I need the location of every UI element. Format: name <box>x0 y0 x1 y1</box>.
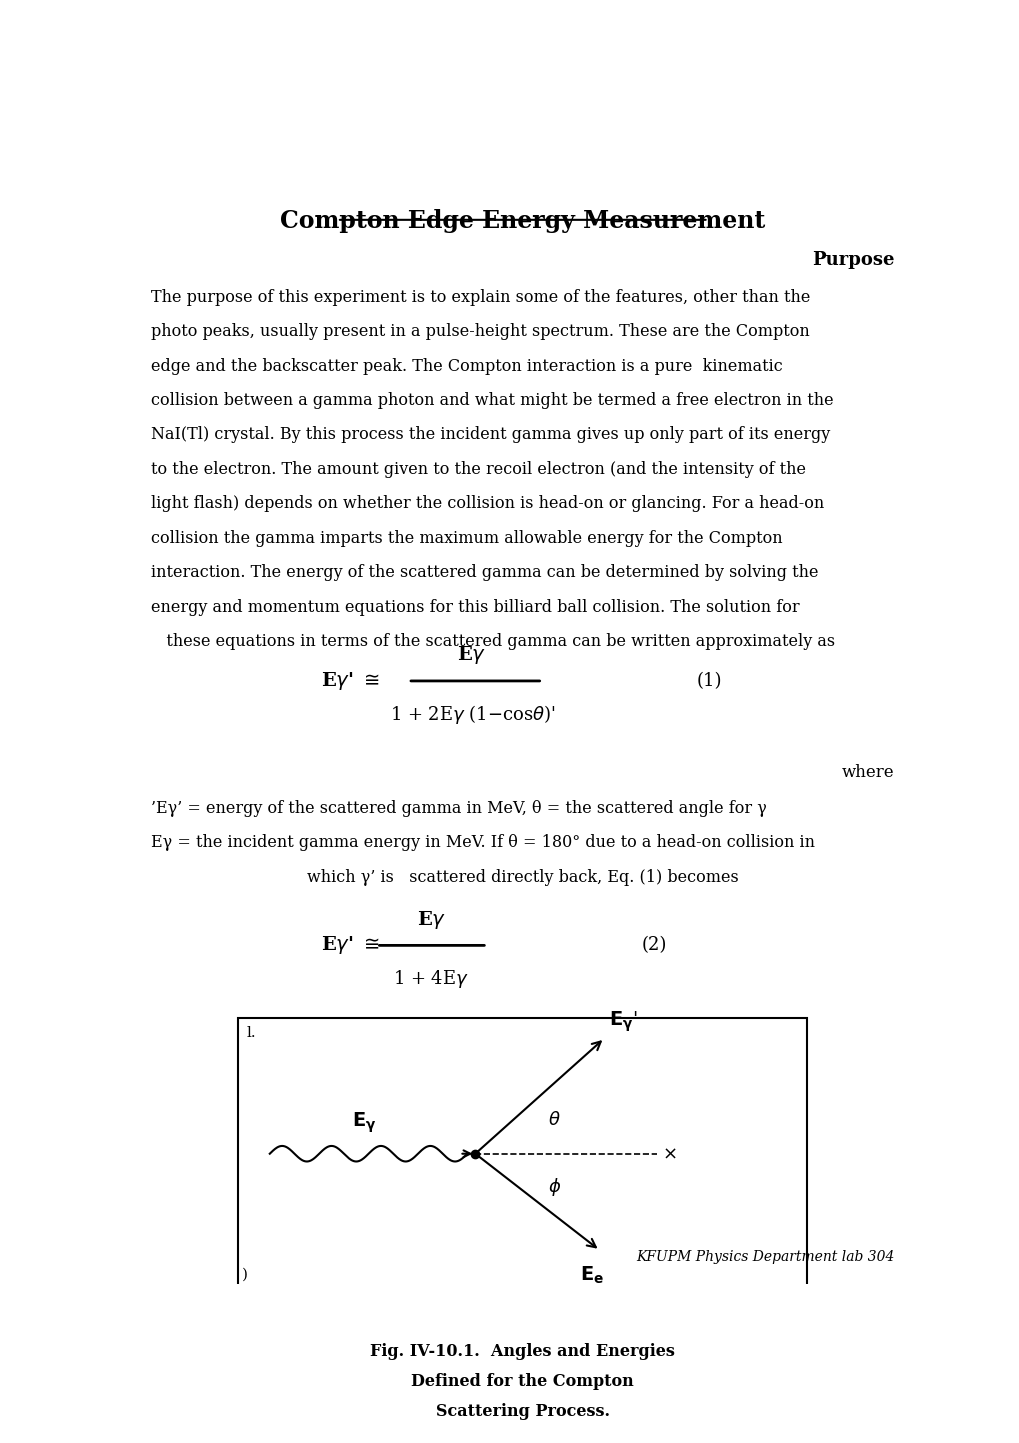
Text: (2): (2) <box>641 937 666 954</box>
Text: The purpose of this experiment is to explain some of the features, other than th: The purpose of this experiment is to exp… <box>151 289 810 306</box>
Text: E$\gamma$: E$\gamma$ <box>417 909 446 931</box>
Text: light flash) depends on whether the collision is head-on or glancing. For a head: light flash) depends on whether the coll… <box>151 495 823 512</box>
Text: Compton Edge Energy Measurement: Compton Edge Energy Measurement <box>280 209 764 232</box>
Text: $\theta$: $\theta$ <box>547 1111 560 1130</box>
Text: l.: l. <box>246 1026 256 1040</box>
Text: $\phi$: $\phi$ <box>547 1176 560 1198</box>
Text: energy and momentum equations for this billiard ball collision. The solution for: energy and momentum equations for this b… <box>151 599 799 616</box>
Text: E$\gamma$' $\cong$: E$\gamma$' $\cong$ <box>321 670 380 693</box>
Text: 1 + 4E$\gamma$: 1 + 4E$\gamma$ <box>392 968 469 990</box>
Text: collision the gamma imparts the maximum allowable energy for the Compton: collision the gamma imparts the maximum … <box>151 530 782 547</box>
Text: edge and the backscatter peak. The Compton interaction is a pure  kinematic: edge and the backscatter peak. The Compt… <box>151 358 783 375</box>
Text: ): ) <box>242 1267 248 1281</box>
Text: $\mathbf{E_\gamma}$: $\mathbf{E_\gamma}$ <box>352 1110 377 1134</box>
Text: $\mathbf{E_\gamma}$': $\mathbf{E_\gamma}$' <box>608 1009 637 1033</box>
Text: ’Eγ’ = energy of the scattered gamma in MeV, θ = the scattered angle for γ: ’Eγ’ = energy of the scattered gamma in … <box>151 799 766 817</box>
Text: Fig. IV-10.1.  Angles and Energies: Fig. IV-10.1. Angles and Energies <box>370 1343 675 1361</box>
Text: E$\gamma$' $\cong$: E$\gamma$' $\cong$ <box>321 935 380 957</box>
Text: interaction. The energy of the scattered gamma can be determined by solving the: interaction. The energy of the scattered… <box>151 564 818 582</box>
Text: Scattering Process.: Scattering Process. <box>435 1403 609 1420</box>
Text: which γ’ is   scattered directly back, Eq. (1) becomes: which γ’ is scattered directly back, Eq.… <box>307 869 738 886</box>
Bar <box>238 1017 807 1335</box>
Text: Defined for the Compton: Defined for the Compton <box>411 1374 634 1390</box>
Text: KFUPM Physics Department lab 304: KFUPM Physics Department lab 304 <box>635 1250 894 1264</box>
Text: collision between a gamma photon and what might be termed a free electron in the: collision between a gamma photon and wha… <box>151 392 833 408</box>
Text: where: where <box>841 765 894 781</box>
Text: photo peaks, usually present in a pulse-height spectrum. These are the Compton: photo peaks, usually present in a pulse-… <box>151 323 809 341</box>
Text: $\times$: $\times$ <box>661 1144 676 1163</box>
Text: (1): (1) <box>696 672 721 690</box>
Text: these equations in terms of the scattered gamma can be written approximately as: these equations in terms of the scattere… <box>151 633 835 651</box>
Text: Purpose: Purpose <box>811 251 894 268</box>
Text: 1 + 2E$\gamma$ (1$-$cos$\theta$)': 1 + 2E$\gamma$ (1$-$cos$\theta$)' <box>389 703 555 726</box>
Text: to the electron. The amount given to the recoil electron (and the intensity of t: to the electron. The amount given to the… <box>151 460 805 478</box>
Text: Eγ = the incident gamma energy in MeV. If θ = 180° due to a head-on collision in: Eγ = the incident gamma energy in MeV. I… <box>151 834 814 851</box>
Text: $\mathbf{E_e}$: $\mathbf{E_e}$ <box>580 1264 603 1286</box>
Text: E$\gamma$: E$\gamma$ <box>457 645 485 667</box>
Text: NaI(Tl) crystal. By this process the incident gamma gives up only part of its en: NaI(Tl) crystal. By this process the inc… <box>151 427 829 443</box>
